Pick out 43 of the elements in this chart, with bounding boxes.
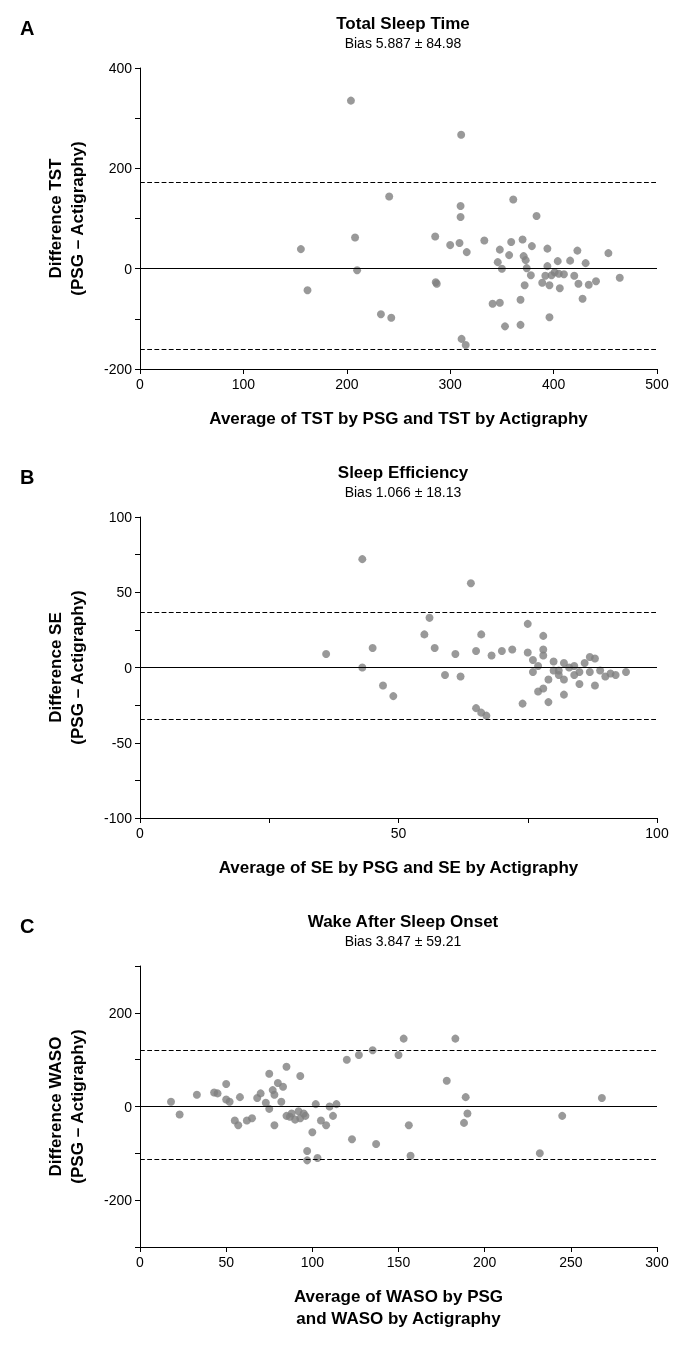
x-axis-title: Average of WASO by PSG and WASO by Actigraphy — [293, 1286, 504, 1328]
y-tick-label: 0 — [124, 659, 133, 676]
x-tick-label: 100 — [231, 376, 256, 392]
x-tick-label: 500 — [645, 376, 669, 392]
y-tick-label: 0 — [124, 1098, 133, 1115]
x-tick-label: 0 — [136, 825, 145, 841]
text: A — [20, 17, 35, 39]
chart-subtitle: Bias 3.847 ± 59.21 — [344, 933, 462, 949]
y-tick-label: 400 — [108, 60, 133, 76]
x-tick-label: 150 — [386, 1254, 411, 1270]
y-tick-label: 200 — [108, 160, 133, 177]
y-axis-title: Difference TST (PSG – Actigraphy) — [45, 141, 87, 296]
y-axis-title: Difference WASO (PSG – Actigraphy) — [45, 1029, 87, 1184]
y-tick-label: -100 — [103, 810, 133, 826]
chart-subtitle: Bias 5.887 ± 84.98 — [344, 35, 462, 51]
y-tick-label: -50 — [111, 734, 133, 751]
y-tick-label: 50 — [116, 584, 133, 601]
y-tick-label: -200 — [103, 1192, 133, 1209]
y-tick-label: 200 — [108, 1004, 133, 1021]
x-tick-label: 50 — [218, 1254, 235, 1270]
x-tick-label: 300 — [645, 1254, 669, 1270]
y-tick-label: 100 — [108, 509, 133, 525]
y-tick-label: 0 — [124, 260, 133, 277]
x-tick-label: 50 — [390, 825, 407, 841]
chart-subtitle: Bias 1.066 ± 18.13 — [344, 484, 462, 500]
text: C — [20, 915, 35, 937]
x-axis-title: Average of TST by PSG and TST by Actigraphy — [209, 408, 589, 428]
chart-title: Wake After Sleep Onset — [307, 912, 499, 931]
y-axis-title: Difference SE (PSG – Actigraphy) — [45, 590, 87, 745]
x-tick-label: 250 — [559, 1254, 583, 1270]
x-axis-title: Average of SE by PSG and SE by Actigraphy — [218, 857, 579, 877]
x-tick-label: 300 — [438, 376, 463, 392]
x-tick-label: 200 — [472, 1254, 497, 1270]
x-tick-label: 200 — [335, 376, 359, 392]
text: B — [20, 466, 35, 488]
x-tick-label: 400 — [541, 376, 566, 392]
chart-title: Total Sleep Time — [336, 14, 470, 33]
x-tick-label: 100 — [645, 825, 669, 841]
x-tick-label: 0 — [136, 1254, 145, 1270]
chart-title: Sleep Efficiency — [337, 463, 469, 482]
x-tick-label: 100 — [300, 1254, 325, 1270]
y-tick-label: -200 — [103, 361, 133, 377]
x-tick-label: 0 — [136, 376, 145, 392]
